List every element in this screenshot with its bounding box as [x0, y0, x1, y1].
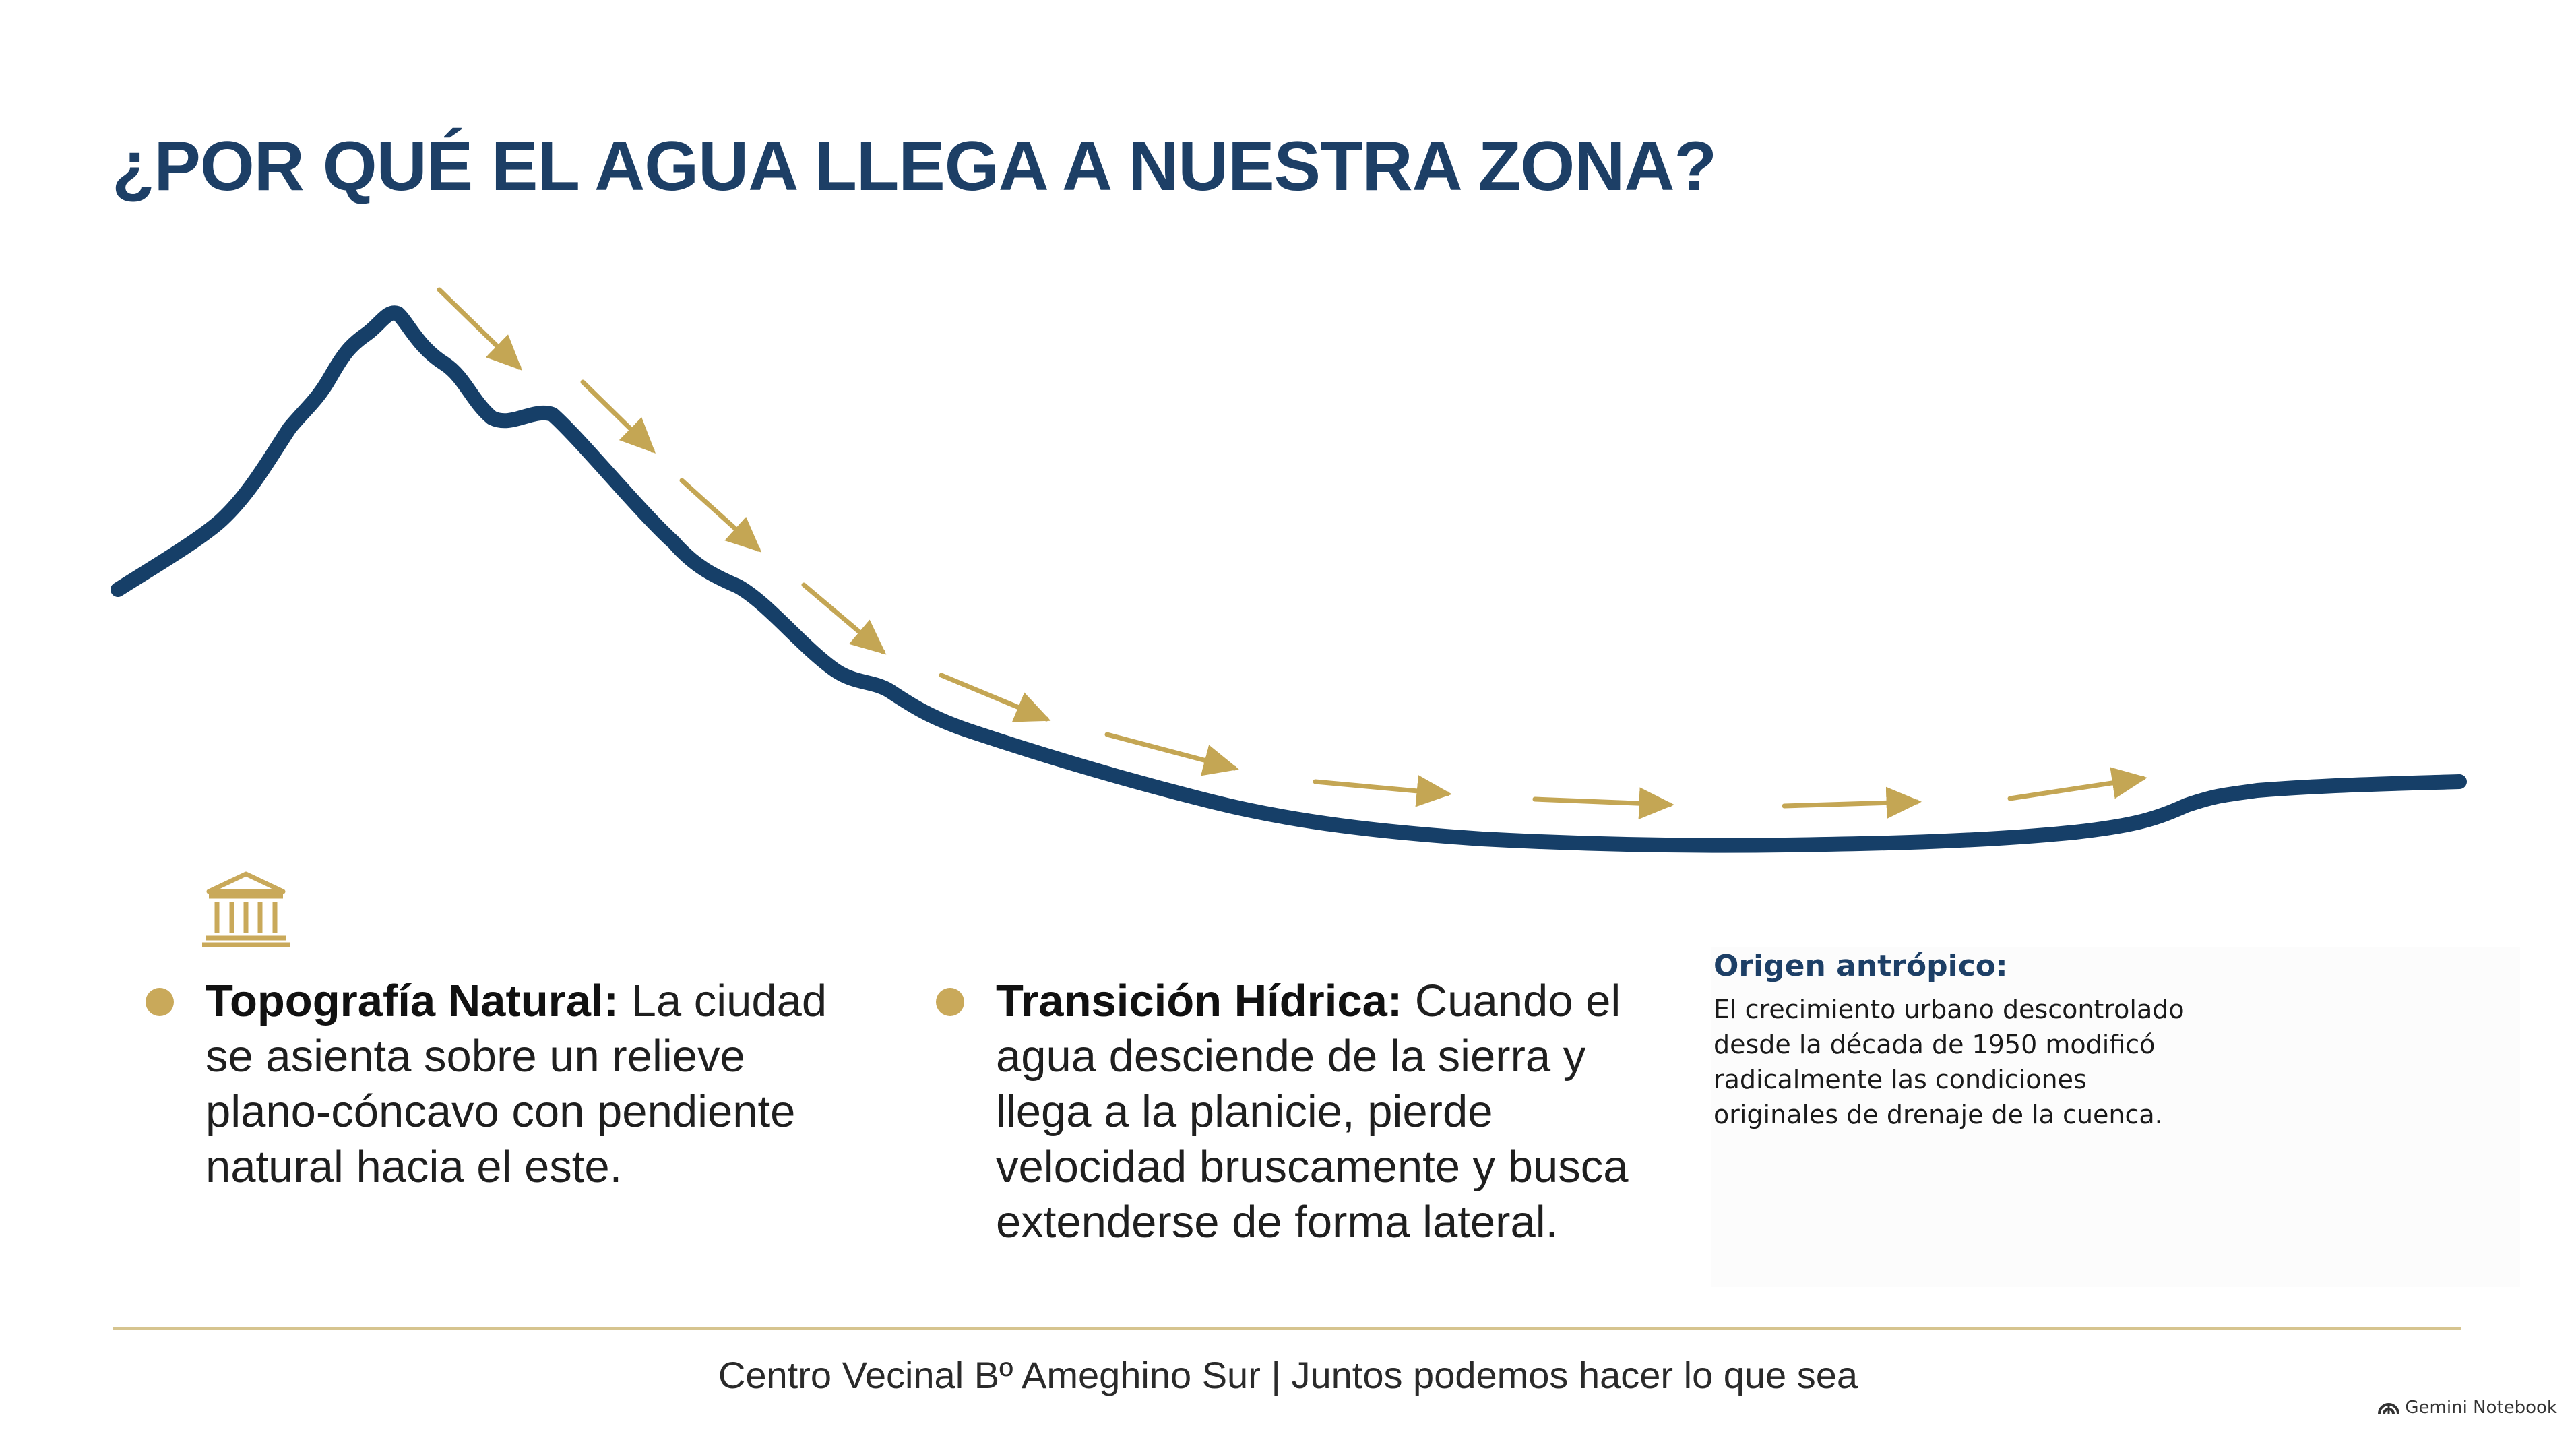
bullet-dot [146, 988, 174, 1016]
note-line: originales de drenaje de la cuenca. [1714, 1100, 2163, 1129]
note-line: radicalmente las condiciones [1714, 1065, 2087, 1094]
classical-building-icon [202, 871, 290, 947]
bullet-line: se asienta sobre un relieve [206, 1031, 745, 1082]
topografia-natural-bullet: Topografía Natural: La ciudad se asienta… [206, 974, 827, 1195]
footer-text: Centro Vecinal Bº Ameghino Sur | Juntos … [718, 1354, 1858, 1396]
water-flow-arrows [437, 287, 2147, 819]
transicion-hidrica-bullet: Transición Hídrica: Cuando el agua desci… [996, 974, 1629, 1250]
watermark-label: Gemini Notebook [2405, 1398, 2557, 1418]
bullet-line: plano-cóncavo con pendiente [206, 1086, 796, 1137]
flow-arrow [1104, 732, 1239, 776]
footer-divider [113, 1327, 2461, 1330]
flow-arrow [801, 582, 887, 655]
terrain-profile-diagram [111, 287, 2467, 947]
flow-arrow [2007, 767, 2147, 801]
flow-arrow [939, 673, 1051, 722]
flow-arrow [1532, 787, 1674, 819]
bullet-line: natural hacia el este. [206, 1142, 623, 1192]
note-title: Origen antrópico: [1714, 949, 2008, 983]
page-title: ¿POR QUÉ EL AGUA LLEGA A NUESTRA ZONA? [112, 127, 1717, 206]
flow-arrow [1782, 786, 1922, 819]
bullet-line: llega a la planicie, pierde [996, 1086, 1493, 1137]
bullet-dot [936, 988, 964, 1016]
note-line: El crecimiento urbano descontrolado [1714, 995, 2185, 1024]
flow-arrow [679, 478, 762, 553]
note-body: El crecimiento urbano descontrolado desd… [1714, 992, 2266, 1132]
bullet-line: La ciudad [631, 976, 827, 1026]
note-line: desde la década de 1950 modificó [1714, 1030, 2156, 1059]
bullet-heading: Topografía Natural: [206, 976, 619, 1026]
flow-arrow [437, 287, 523, 371]
bullet-line: agua desciende de la sierra y [996, 1031, 1586, 1082]
bullet-line: extenderse de forma lateral. [996, 1197, 1559, 1247]
terrain-profile-line [111, 305, 2467, 853]
note-panel [1711, 947, 2520, 1287]
bullet-line: Cuando el [1414, 976, 1621, 1026]
flow-arrow [580, 379, 656, 454]
bullet-line: velocidad bruscamente y busca [996, 1142, 1629, 1192]
watermark: Gemini Notebook [2378, 1398, 2557, 1418]
gemini-spark-icon [2378, 1403, 2400, 1414]
flow-arrow [1313, 775, 1452, 807]
bullet-heading: Transición Hídrica: [996, 976, 1403, 1026]
